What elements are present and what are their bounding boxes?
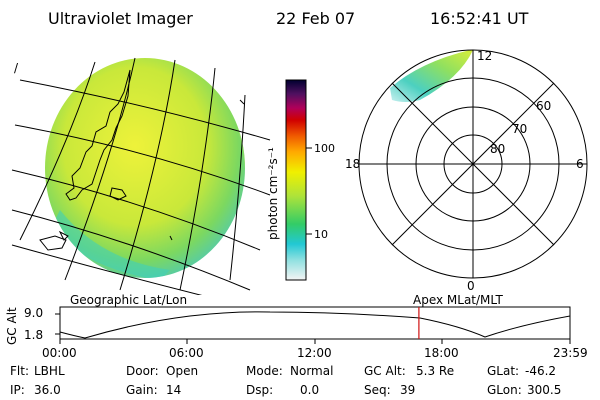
time-label: 16:52:41 UT — [430, 9, 529, 28]
mlt-label-0: 0 — [467, 279, 475, 293]
glat-value: -46.2 — [525, 364, 556, 378]
door-label: Door: — [126, 364, 159, 378]
flt-label: Flt: — [10, 364, 29, 378]
color-scale-bar: 100 10 photon cm⁻²s⁻¹ — [266, 79, 335, 281]
mlt-label-12: 12 — [477, 49, 492, 63]
alt-axis-label: GC Alt — [5, 307, 19, 345]
alt-tick-low: 1.8 — [24, 328, 43, 342]
status-fields: Flt: LBHL IP: 36.0 Door: Open Gain: 14 M… — [10, 364, 561, 397]
dsp-label: Dsp: — [246, 383, 273, 397]
glon-value: 300.5 — [527, 383, 561, 397]
polar-mlt-plot: 12 0 18 6 60 70 80 — [345, 49, 588, 293]
altitude-timeline: 9.0 1.8 GC Alt 00:00 06:00 12:00 18:00 2… — [5, 306, 588, 360]
mlt-label-6: 6 — [576, 157, 584, 171]
door-value: Open — [166, 364, 198, 378]
time-tick-2359: 23:59 — [553, 346, 588, 360]
color-scale-unit: photon cm⁻²s⁻¹ — [266, 147, 280, 240]
geographic-map — [11, 57, 271, 295]
latitude-lines — [11, 79, 271, 295]
gcalt-value: 5.3 Re — [416, 364, 454, 378]
altitude-curve — [59, 311, 571, 339]
map-corner-mark: / — [14, 61, 19, 75]
time-tick-1200: 12:00 — [297, 346, 332, 360]
mode-label: Mode: — [246, 364, 283, 378]
color-tick-100: 100 — [314, 142, 335, 155]
instrument-title: Ultraviolet Imager — [48, 9, 193, 28]
alt-tick-high: 9.0 — [24, 306, 43, 320]
coastline — [65, 69, 131, 201]
glat-label: GLat: — [487, 364, 519, 378]
gain-value: 14 — [166, 383, 181, 397]
time-tick-1800: 18:00 — [424, 346, 459, 360]
date-label: 22 Feb 07 — [276, 9, 355, 28]
time-tick-0600: 06:00 — [169, 346, 204, 360]
seq-value: 39 — [400, 383, 415, 397]
ip-value: 36.0 — [34, 383, 61, 397]
seq-label: Seq: — [364, 383, 391, 397]
longitude-lines — [19, 57, 246, 291]
mlat-label-80: 80 — [490, 142, 505, 156]
mode-value: Normal — [290, 364, 333, 378]
apex-label: Apex MLat/MLT — [413, 293, 503, 307]
mlt-label-18: 18 — [345, 157, 360, 171]
gain-label: Gain: — [126, 383, 158, 397]
flt-value: LBHL — [34, 364, 65, 378]
geographic-label: Geographic Lat/Lon — [70, 293, 187, 307]
mlat-label-60: 60 — [536, 99, 551, 113]
color-tick-10: 10 — [314, 228, 328, 241]
color-scale-gradient — [285, 79, 307, 281]
gcalt-label: GC Alt: — [364, 364, 406, 378]
glon-label: GLon: — [487, 383, 522, 397]
mlat-label-70: 70 — [512, 122, 527, 136]
aurora-oval-segment — [390, 50, 473, 102]
earth-disk-image — [45, 58, 245, 278]
time-tick-0000: 00:00 — [42, 346, 77, 360]
dsp-value: 0.0 — [300, 383, 319, 397]
ip-label: IP: — [10, 383, 25, 397]
